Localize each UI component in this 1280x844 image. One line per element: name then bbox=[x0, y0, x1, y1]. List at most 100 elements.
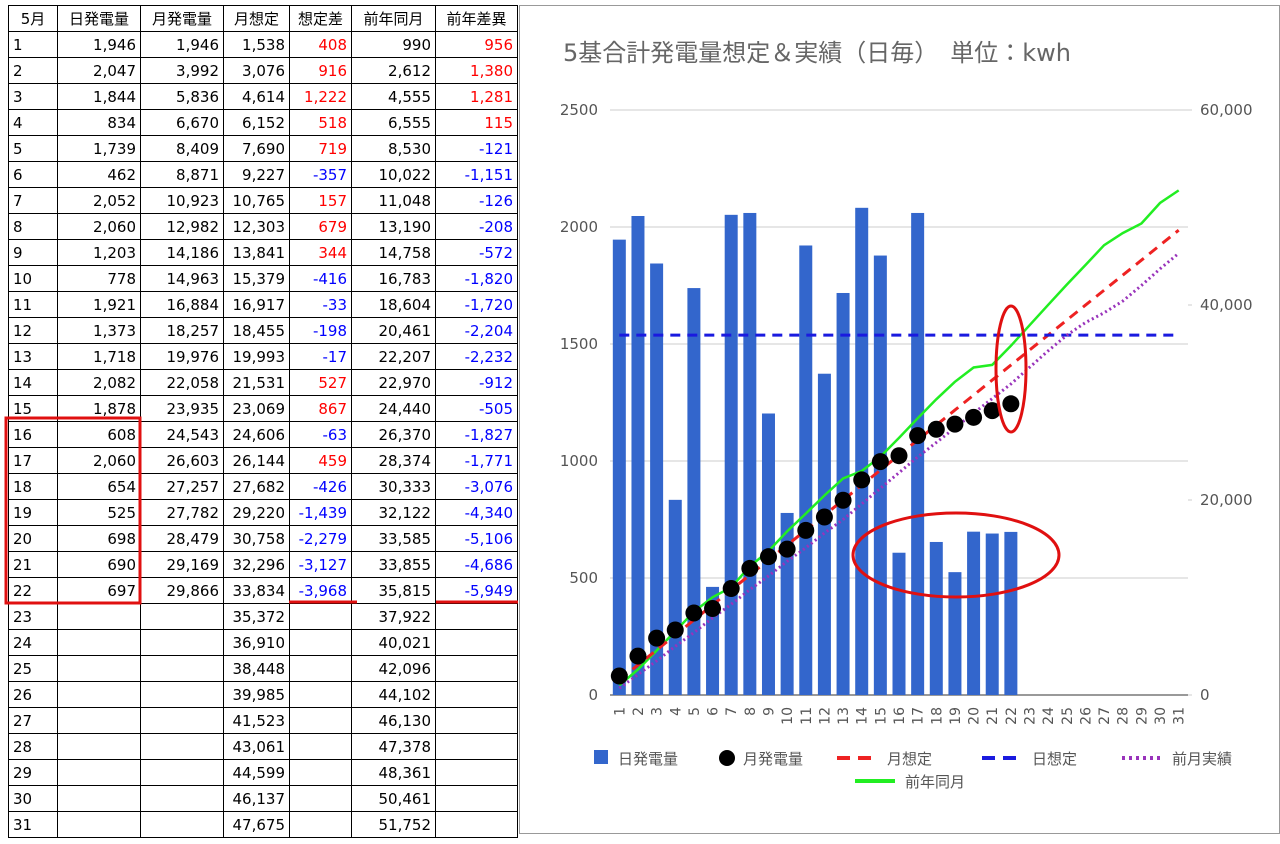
table-cell bbox=[435, 707, 518, 734]
table-cell bbox=[289, 629, 352, 656]
legend-swatch bbox=[719, 750, 735, 766]
table-row: 16 608 24,543 24,606 -63 26,370 -1,827 bbox=[8, 421, 518, 448]
dot bbox=[871, 453, 889, 471]
table-cell: 20,461 bbox=[351, 317, 436, 344]
legend-label: 月想定 bbox=[887, 750, 932, 768]
table-cell bbox=[289, 733, 352, 760]
table-cell: -3,127 bbox=[289, 551, 352, 578]
table-cell: 35,372 bbox=[223, 603, 290, 630]
table-cell: 13,841 bbox=[223, 239, 290, 266]
table-cell: 16,783 bbox=[351, 265, 436, 292]
table-cell: 27,257 bbox=[140, 473, 224, 500]
table-cell: 11 bbox=[8, 291, 58, 318]
bar bbox=[892, 552, 906, 695]
table-cell bbox=[57, 681, 141, 708]
table-row: 6 462 8,871 9,227 -357 10,022 -1,151 bbox=[8, 161, 518, 188]
table-row: 20 698 28,479 30,758 -2,279 33,585 -5,106 bbox=[8, 525, 518, 552]
table-cell: 10,923 bbox=[140, 187, 224, 214]
table-cell bbox=[140, 811, 224, 838]
table-row: 4 834 6,670 6,152 518 6,555 115 bbox=[8, 109, 518, 136]
line bbox=[618, 189, 1180, 687]
table-cell: 990 bbox=[351, 31, 436, 58]
y-tick-label: 2500 bbox=[560, 101, 598, 119]
bar bbox=[650, 263, 664, 695]
table-cell: 1,718 bbox=[57, 343, 141, 370]
table-cell: -2,204 bbox=[435, 317, 518, 344]
table-cell bbox=[435, 759, 518, 786]
table-cell bbox=[140, 785, 224, 812]
bar bbox=[631, 216, 645, 695]
table-cell: 26,144 bbox=[223, 447, 290, 474]
table-cell bbox=[140, 655, 224, 682]
dot bbox=[927, 420, 945, 438]
table-cell: -63 bbox=[289, 421, 352, 448]
bar bbox=[612, 239, 626, 696]
dot bbox=[946, 415, 964, 433]
table-cell: 7 bbox=[8, 187, 58, 214]
table-cell: 1,373 bbox=[57, 317, 141, 344]
table-cell: 5,836 bbox=[140, 83, 224, 110]
x-tick-label: 22 bbox=[1004, 707, 1020, 725]
table-cell: 13 bbox=[8, 343, 58, 370]
table-cell: 4,555 bbox=[351, 83, 436, 110]
table-cell: 22,207 bbox=[351, 343, 436, 370]
annotation-ellipse bbox=[994, 304, 1028, 434]
table-cell: 46,130 bbox=[351, 707, 436, 734]
table-cell: -33 bbox=[289, 291, 352, 318]
table-cell bbox=[57, 629, 141, 656]
table-cell: 1,946 bbox=[140, 31, 224, 58]
y-tick-label: 1000 bbox=[560, 452, 598, 470]
table-cell: 7,690 bbox=[223, 135, 290, 162]
table-cell: -2,232 bbox=[435, 343, 518, 370]
table-cell: -1,820 bbox=[435, 265, 518, 292]
dot bbox=[741, 559, 759, 577]
table-cell: 2,047 bbox=[57, 57, 141, 84]
table-row: 12 1,373 18,257 18,455 -198 20,461 -2,204 bbox=[8, 317, 518, 344]
table-row: 11 1,921 16,884 16,917 -33 18,604 -1,720 bbox=[8, 291, 518, 318]
header-cell: 前年同月 bbox=[351, 5, 436, 32]
bar bbox=[743, 212, 757, 695]
table-cell: 13,190 bbox=[351, 213, 436, 240]
table-cell: 40,021 bbox=[351, 629, 436, 656]
table-cell: 698 bbox=[57, 525, 141, 552]
table-cell: 2,060 bbox=[57, 447, 141, 474]
table-cell: 8,409 bbox=[140, 135, 224, 162]
dot bbox=[834, 491, 852, 509]
table-cell: 157 bbox=[289, 187, 352, 214]
dot bbox=[722, 580, 740, 598]
table-cell: 12,303 bbox=[223, 213, 290, 240]
table-cell bbox=[140, 707, 224, 734]
x-tick-label: 17 bbox=[911, 707, 927, 725]
table-cell: 37,922 bbox=[351, 603, 436, 630]
table-cell: 1,380 bbox=[435, 57, 518, 84]
table-cell bbox=[435, 681, 518, 708]
table-cell: -1,771 bbox=[435, 447, 518, 474]
table-cell: 22,970 bbox=[351, 369, 436, 396]
table-cell: 10,765 bbox=[223, 187, 290, 214]
table-cell: -208 bbox=[435, 213, 518, 240]
table-row: 17 2,060 26,603 26,144 459 28,374 -1,771 bbox=[8, 447, 518, 474]
table-cell: 23,069 bbox=[223, 395, 290, 422]
table-row: 28 43,061 47,378 bbox=[8, 733, 518, 760]
table-cell: 14 bbox=[8, 369, 58, 396]
table-cell: 1,222 bbox=[289, 83, 352, 110]
table-cell bbox=[435, 733, 518, 760]
table-cell bbox=[289, 759, 352, 786]
table-cell bbox=[57, 759, 141, 786]
legend-label: 日発電量 bbox=[618, 750, 678, 768]
dot bbox=[797, 521, 815, 539]
table-cell: 518 bbox=[289, 109, 352, 136]
legend-label: 前月実績 bbox=[1172, 750, 1232, 768]
table-cell: 51,752 bbox=[351, 811, 436, 838]
table-cell bbox=[435, 811, 518, 838]
table-cell: 654 bbox=[57, 473, 141, 500]
dot bbox=[759, 548, 777, 566]
bar bbox=[799, 245, 813, 695]
table-cell: 834 bbox=[57, 109, 141, 136]
table-cell: 28,479 bbox=[140, 525, 224, 552]
table-cell: 15 bbox=[8, 395, 58, 422]
table-cell: 42,096 bbox=[351, 655, 436, 682]
table-cell: 2,082 bbox=[57, 369, 141, 396]
x-tick-label: 8 bbox=[743, 707, 759, 716]
table-cell bbox=[57, 655, 141, 682]
